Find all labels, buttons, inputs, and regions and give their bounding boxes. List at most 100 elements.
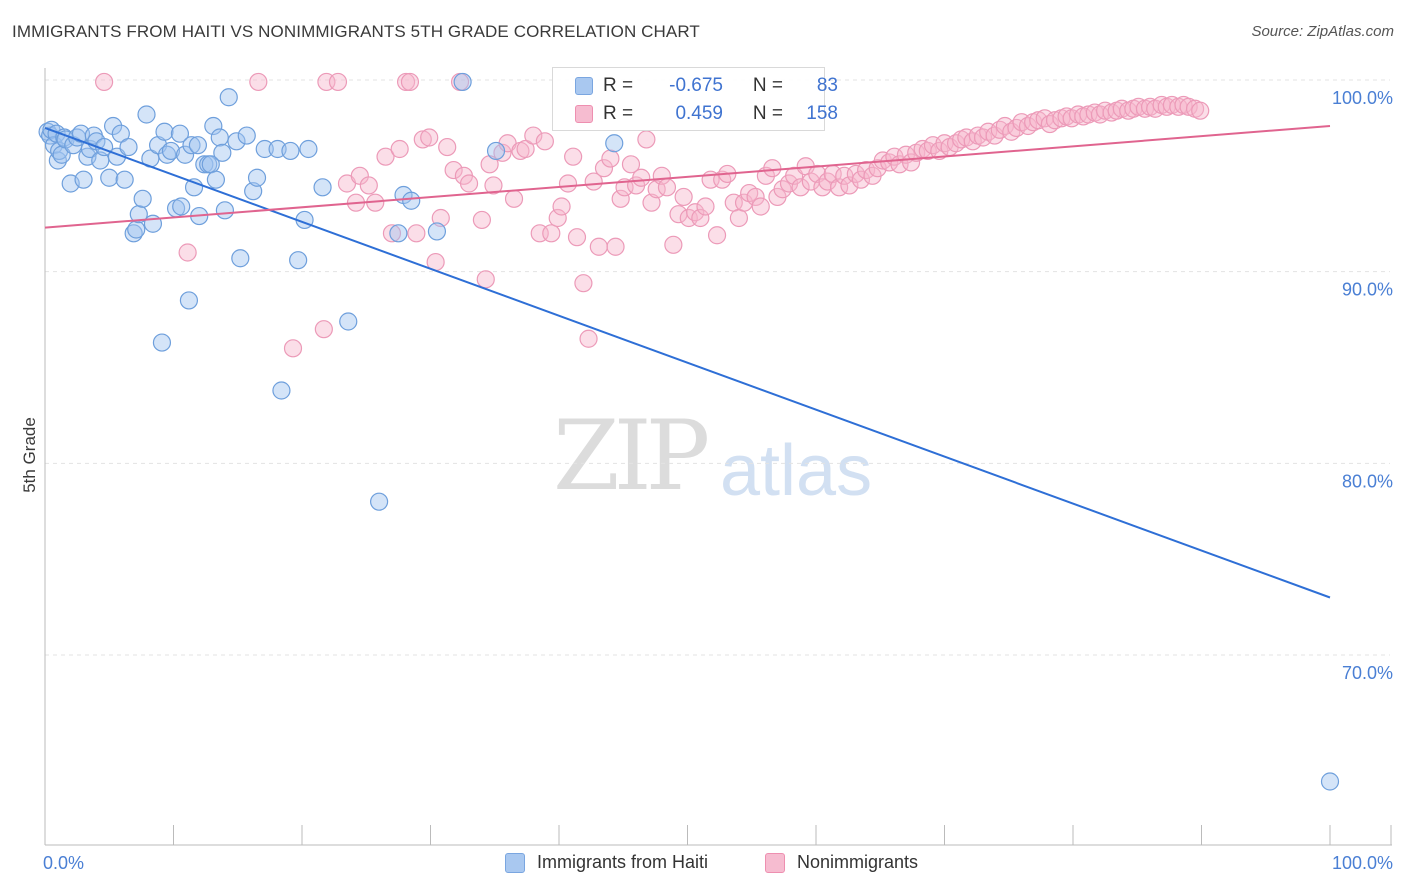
y-axis-label: 5th Grade bbox=[20, 417, 39, 493]
haiti-point bbox=[219, 88, 238, 107]
nonimmigrant-trend-line bbox=[44, 125, 1331, 229]
nonimmigrant-point bbox=[686, 203, 705, 222]
haiti-point bbox=[204, 116, 223, 136]
nonimmigrant-point bbox=[95, 72, 114, 92]
nonimmigrant-point bbox=[611, 189, 630, 208]
nonimmigrant-point bbox=[606, 237, 625, 256]
nonimmigrant-point bbox=[552, 197, 571, 216]
nonimmigrant-point bbox=[973, 128, 993, 147]
nonimmigrant-point bbox=[584, 172, 603, 191]
nonimmigrant-point bbox=[691, 208, 710, 228]
nonimmigrant-point bbox=[444, 160, 463, 180]
haiti-point bbox=[215, 201, 234, 220]
y-tick-label: 100.0% bbox=[1332, 88, 1393, 108]
legend-n-value: 83 bbox=[816, 75, 838, 96]
nonimmigrant-point bbox=[484, 176, 503, 195]
legend-r-label: R = bbox=[603, 103, 634, 124]
nonimmigrant-point bbox=[808, 164, 827, 184]
haiti-point bbox=[137, 105, 156, 124]
nonimmigrant-point bbox=[791, 178, 810, 197]
chart-title: IMMIGRANTS FROM HAITI VS NONIMMIGRANTS 5… bbox=[12, 22, 700, 41]
nonimmigrant-point bbox=[637, 130, 656, 149]
legend-r-label: R = bbox=[603, 75, 634, 96]
nonimmigrant-point bbox=[601, 149, 620, 168]
nonimmigrant-point bbox=[542, 224, 561, 243]
nonimmigrant-point bbox=[249, 72, 268, 92]
nonimmigrant-point bbox=[376, 147, 395, 166]
haiti-point bbox=[231, 249, 250, 268]
nonimmigrant-point bbox=[390, 139, 409, 159]
nonimmigrant-point bbox=[314, 320, 333, 339]
haiti-point bbox=[313, 178, 332, 197]
haiti-point bbox=[453, 72, 472, 92]
nonimmigrant-point bbox=[420, 128, 439, 147]
haiti-point bbox=[182, 136, 201, 155]
haiti-point bbox=[289, 251, 308, 270]
nonimmigrant-point bbox=[963, 132, 982, 151]
nonimmigrants-points bbox=[95, 72, 1210, 358]
nonimmigrant-point bbox=[674, 187, 693, 207]
y-tick-label: 80.0% bbox=[1342, 471, 1393, 491]
nonimmigrant-point bbox=[438, 137, 457, 157]
legend-swatch-non bbox=[765, 852, 785, 873]
tick-labels: 70.0% 80.0% 90.0% 100.0% 0.0% 100.0% bbox=[43, 88, 1393, 873]
haiti-point bbox=[152, 333, 172, 352]
legend-swatch-non bbox=[575, 105, 593, 123]
gridlines bbox=[45, 79, 1390, 656]
nonimmigrant-point bbox=[729, 208, 749, 228]
legend-r-value: -0.675 bbox=[669, 75, 723, 96]
haiti-point bbox=[272, 381, 291, 400]
nonimmigrant-point bbox=[594, 159, 614, 178]
haiti-point bbox=[244, 182, 263, 201]
nonimmigrant-point bbox=[642, 193, 661, 212]
haiti-point bbox=[213, 143, 232, 162]
watermark-atlas: atlas bbox=[720, 431, 873, 511]
source-label: Source: ZipAtlas.com bbox=[1251, 23, 1394, 40]
haiti-point bbox=[227, 132, 246, 151]
nonimmigrant-point bbox=[504, 189, 524, 208]
nonimmigrant-point bbox=[328, 72, 348, 92]
nonimmigrant-point bbox=[589, 237, 608, 256]
legend-r-value: 0.459 bbox=[675, 103, 723, 124]
legend-row-haiti: R = -0.675 N = 83 bbox=[553, 73, 838, 99]
nonimmigrant-point bbox=[178, 243, 197, 262]
legend-label-haiti: Immigrants from Haiti bbox=[537, 852, 709, 872]
nonimmigrant-point bbox=[359, 176, 378, 195]
haiti-point bbox=[127, 220, 146, 239]
nonimmigrant-point bbox=[621, 155, 641, 174]
y-tick-label: 90.0% bbox=[1342, 280, 1393, 300]
nonimmigrant-point bbox=[407, 224, 426, 243]
nonimmigrant-point bbox=[476, 270, 495, 289]
nonimmigrant-point bbox=[851, 170, 871, 189]
nonimmigrant-point bbox=[632, 168, 651, 187]
nonimmigrant-point bbox=[558, 174, 578, 193]
haiti-point bbox=[1320, 772, 1340, 791]
legend-item-haiti[interactable]: Immigrants from Haiti bbox=[505, 852, 708, 873]
haiti-point bbox=[247, 168, 267, 187]
haiti-point bbox=[172, 197, 191, 216]
nonimmigrant-point bbox=[763, 159, 782, 178]
haiti-point bbox=[119, 137, 138, 157]
haiti-point bbox=[155, 122, 174, 141]
nonimmigrant-point bbox=[493, 143, 512, 162]
haiti-point bbox=[427, 222, 447, 241]
legend-swatch-haiti bbox=[505, 852, 525, 873]
nonimmigrant-point bbox=[382, 224, 402, 243]
stats-legend: R = -0.675 N = 83 R = 0.459 N = 158 bbox=[552, 67, 838, 131]
x-tick-label: 100.0% bbox=[1332, 853, 1393, 873]
legend-item-non[interactable]: Nonimmigrants bbox=[765, 852, 918, 873]
haiti-point bbox=[104, 116, 123, 136]
haiti-point bbox=[281, 141, 300, 161]
trend-lines bbox=[44, 125, 1331, 599]
nonimmigrant-point bbox=[567, 228, 587, 247]
haiti-point bbox=[115, 170, 134, 189]
axes bbox=[44, 68, 1392, 846]
haiti-point bbox=[111, 124, 130, 143]
nonimmigrant-point bbox=[396, 72, 416, 92]
haiti-point bbox=[255, 139, 274, 159]
nonimmigrant-point bbox=[713, 170, 732, 189]
nonimmigrant-point bbox=[746, 187, 765, 207]
haiti-point bbox=[188, 136, 208, 155]
nonimmigrant-point bbox=[1007, 118, 1026, 138]
